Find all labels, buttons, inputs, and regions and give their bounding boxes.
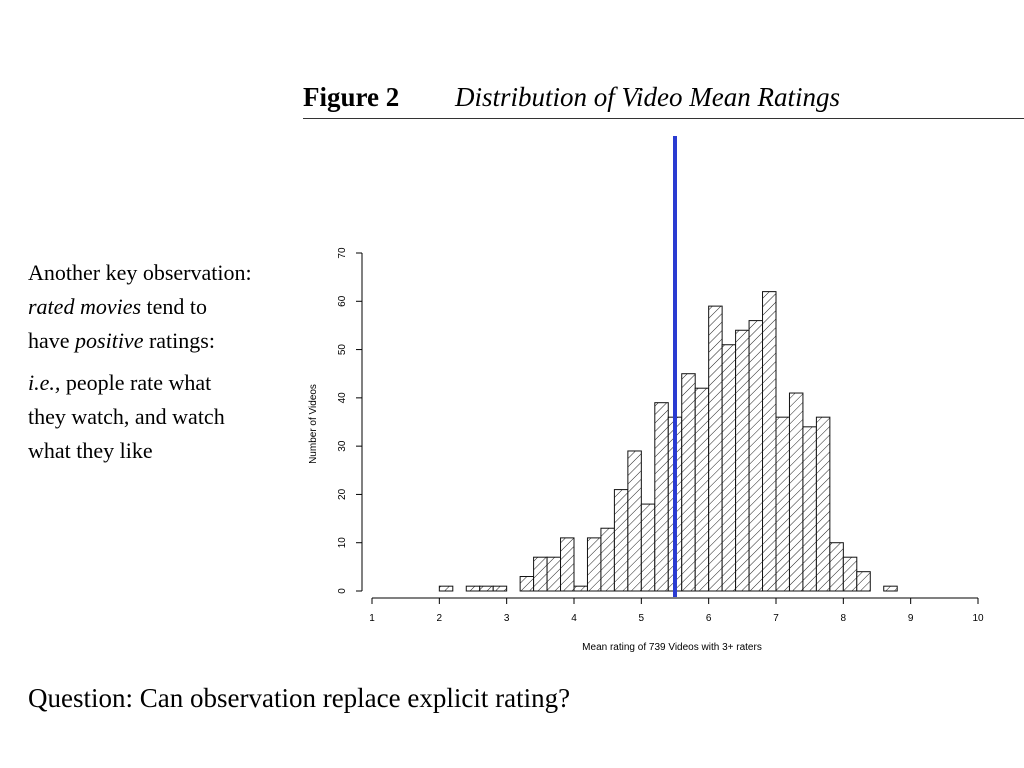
histogram-bar — [465, 585, 481, 592]
histogram-bar — [842, 556, 858, 592]
histogram-bar — [883, 585, 898, 592]
observation-text-3: ratings: — [143, 328, 215, 353]
y-tick-label: 30 — [337, 440, 348, 452]
histogram-bar — [815, 416, 831, 592]
observation-text-1: Another key observation: — [28, 260, 252, 285]
histogram-bar — [748, 320, 764, 592]
x-tick-label: 9 — [908, 613, 914, 624]
histogram-bar — [519, 576, 535, 592]
y-tick-label: 50 — [337, 344, 348, 356]
histogram-bar — [802, 426, 817, 592]
observation-emphasis-rated-movies: rated movies — [28, 294, 142, 319]
histogram-bars — [438, 291, 898, 592]
y-tick-label: 20 — [337, 488, 348, 500]
histogram-bar — [735, 329, 750, 592]
x-tick-label: 2 — [437, 613, 443, 624]
x-tick-label: 8 — [841, 613, 847, 624]
histogram-bar — [775, 416, 790, 592]
histogram-bar — [492, 585, 508, 592]
histogram-bar — [586, 537, 602, 592]
histogram-bar — [788, 392, 804, 592]
histogram-bar — [654, 402, 669, 592]
observation-paragraph: Another key observation: rated movies te… — [28, 256, 253, 358]
histogram-bar — [856, 571, 871, 592]
side-commentary: Another key observation: rated movies te… — [28, 256, 253, 476]
x-tick-label: 10 — [972, 613, 984, 624]
histogram-bar — [573, 585, 588, 592]
histogram-bar — [640, 503, 656, 592]
histogram-bar — [600, 527, 615, 592]
chart-axes: 1 2 3 4 5 6 7 8 9 10 0 10 20 30 40 50 60 70 — [337, 247, 984, 624]
histogram-bar — [721, 344, 737, 592]
y-axis-label: Number of Videos — [308, 384, 319, 464]
observation-text-2: tend to have — [28, 294, 208, 353]
y-tick-label: 40 — [337, 392, 348, 404]
histogram-bar — [829, 542, 844, 592]
histogram-bar — [762, 291, 777, 592]
histogram-bar — [560, 537, 575, 592]
x-axis-label: Mean rating of 739 Videos with 3+ raters — [582, 642, 762, 653]
histogram-bar — [708, 305, 723, 592]
figure-title: Distribution of Video Mean Ratings — [455, 82, 840, 112]
x-tick-label: 4 — [571, 613, 577, 624]
explanation-text: people rate what they watch, and watch w… — [28, 370, 225, 463]
histogram-bar — [613, 489, 629, 592]
histogram-bar — [438, 585, 454, 592]
histogram-bar — [546, 556, 562, 592]
explanation-ie: i.e., — [28, 370, 61, 395]
x-tick-label: 7 — [773, 613, 779, 624]
histogram-bar — [479, 585, 494, 592]
explanation-paragraph: i.e., people rate what they watch, and w… — [28, 366, 253, 468]
histogram-bar — [533, 556, 548, 592]
observation-emphasis-positive: positive — [75, 328, 144, 353]
question-text: Question: Can observation replace explic… — [28, 683, 571, 713]
figure-title-rule — [303, 118, 1024, 119]
figure-label: Figure 2 — [303, 82, 400, 112]
histogram-bar — [627, 450, 642, 592]
figure-header: Figure 2 Distribution of Video Mean Rati… — [303, 78, 1024, 122]
x-tick-label: 1 — [369, 613, 375, 624]
y-tick-label: 60 — [337, 295, 348, 307]
y-tick-label: 10 — [337, 537, 348, 549]
x-tick-label: 6 — [706, 613, 712, 624]
x-tick-label: 5 — [639, 613, 645, 624]
y-tick-label: 0 — [337, 588, 348, 594]
histogram-bar — [694, 387, 710, 592]
histogram-bar — [681, 373, 696, 592]
x-tick-label: 3 — [504, 613, 510, 624]
y-tick-label: 70 — [337, 247, 348, 259]
